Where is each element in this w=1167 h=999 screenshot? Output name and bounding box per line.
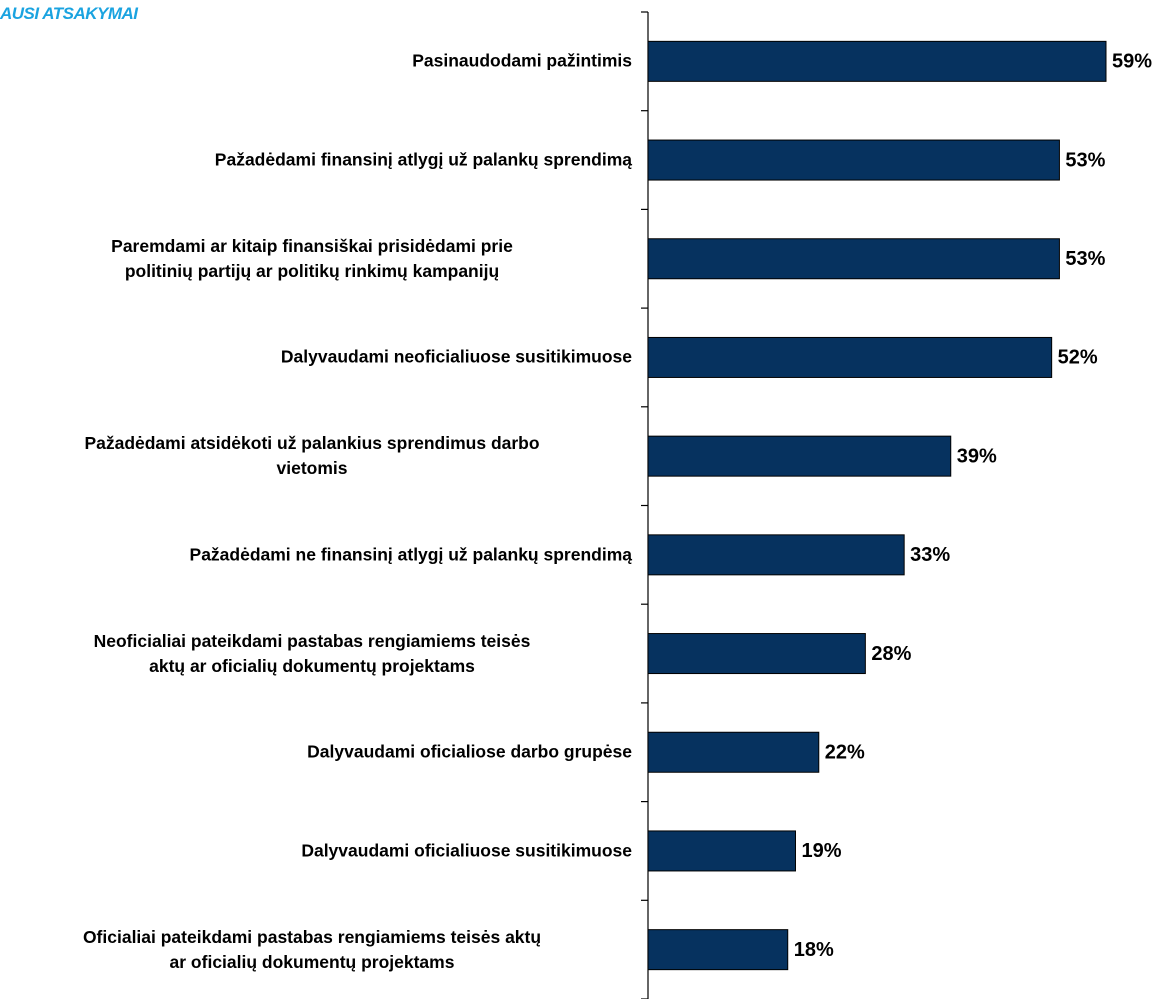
value-label: 18% [794, 939, 834, 961]
value-label: 53% [1065, 248, 1105, 270]
value-label: 19% [801, 840, 841, 862]
bar [647, 830, 796, 872]
bar [647, 40, 1107, 82]
value-label: 52% [1058, 347, 1098, 369]
bar [647, 534, 905, 576]
bar [647, 336, 1053, 378]
value-label: 59% [1112, 51, 1152, 73]
category-label: Pažadėdami ne finansinį atlygį už palank… [189, 544, 632, 565]
value-label: 39% [957, 445, 997, 467]
category-label: Dalyvaudami oficialiuose susitikimuose [301, 840, 632, 861]
category-label: Pažadėdami finansinį atlygį už palankų s… [214, 149, 632, 170]
category-label: Dalyvaudami neoficialiuose susitikimuose [280, 346, 632, 367]
bar [647, 633, 866, 675]
bar [647, 139, 1060, 181]
bar [647, 929, 789, 971]
category-label: Neoficialiai pateikdami pastabas rengiam… [93, 630, 531, 676]
category-label: Pažadėdami atsidėkoti už palankius spren… [84, 433, 540, 479]
value-label: 33% [910, 544, 950, 566]
category-label: Paremdami ar kitaip finansiškai prisidėd… [111, 235, 513, 281]
bar [647, 435, 952, 477]
value-label: 28% [871, 643, 911, 665]
category-label: Oficialiai pateikdami pastabas rengiamie… [82, 926, 542, 972]
bar [647, 731, 820, 773]
value-label: 53% [1065, 149, 1105, 171]
bar [647, 238, 1060, 280]
value-label: 22% [825, 742, 865, 764]
chart-title: AUSI ATSAKYMAI [0, 4, 138, 23]
category-label: Pasinaudodami pažintimis [412, 50, 632, 71]
category-label: Dalyvaudami oficialiose darbo grupėse [307, 741, 632, 762]
